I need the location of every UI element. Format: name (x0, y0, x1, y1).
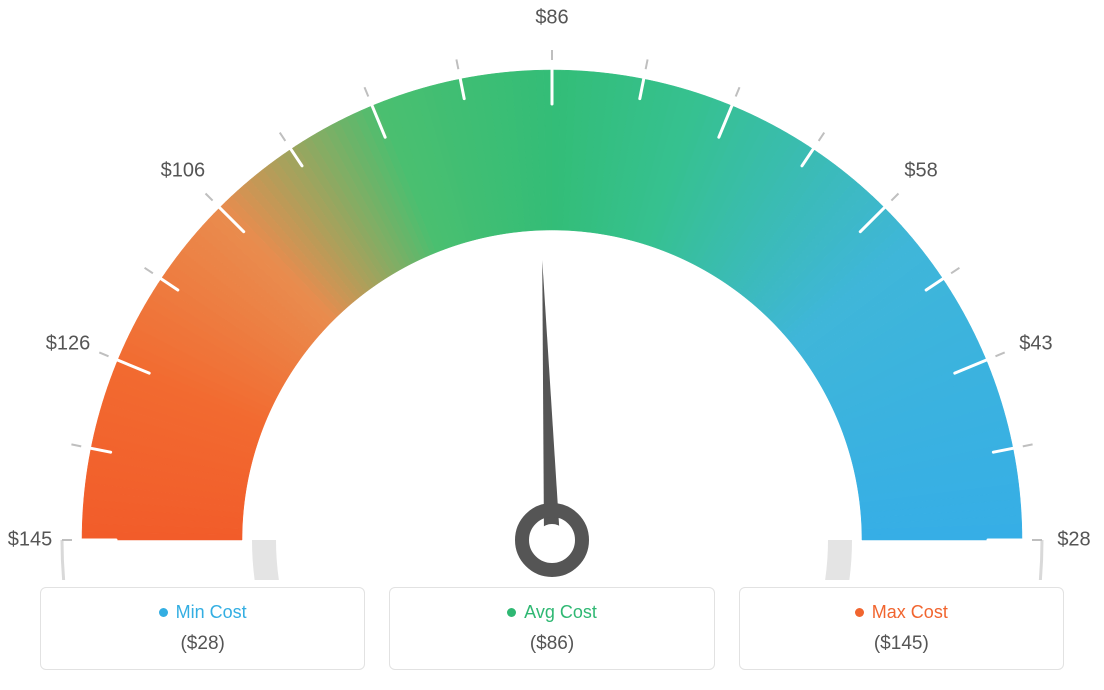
gauge-tick-label: $43 (1019, 333, 1052, 356)
gauge-svg (0, 0, 1104, 580)
legend-label: Max Cost (872, 602, 948, 623)
gauge-tick-label: $106 (161, 159, 206, 182)
legend-title-max: Max Cost (855, 602, 948, 623)
gauge-tick-label: $126 (46, 333, 91, 356)
dot-icon (159, 608, 168, 617)
cost-gauge-container: $28 $43 $58 $86 $106 $126 $145 Min Cost ($28) … (0, 0, 1104, 690)
legend-title-avg: Avg Cost (507, 602, 597, 623)
gauge-tick-label: $86 (535, 7, 568, 30)
legend-value-max: ($145) (740, 633, 1063, 655)
gauge-tick-label: $145 (8, 529, 53, 552)
legend-card-avg: Avg Cost ($86) (389, 587, 714, 670)
legend-value-min: ($28) (41, 633, 364, 655)
gauge-tick-label: $58 (904, 159, 937, 182)
gauge-tick-label: $28 (1057, 529, 1090, 552)
legend-label: Avg Cost (524, 602, 597, 623)
legend-card-min: Min Cost ($28) (40, 587, 365, 670)
legend-title-min: Min Cost (159, 602, 247, 623)
legend-label: Min Cost (176, 602, 247, 623)
dot-icon (507, 608, 516, 617)
dot-icon (855, 608, 864, 617)
legend-row: Min Cost ($28) Avg Cost ($86) Max Cost (… (40, 587, 1064, 670)
gauge-chart: $28 $43 $58 $86 $106 $126 $145 (0, 0, 1104, 560)
legend-value-avg: ($86) (390, 633, 713, 655)
legend-card-max: Max Cost ($145) (739, 587, 1064, 670)
